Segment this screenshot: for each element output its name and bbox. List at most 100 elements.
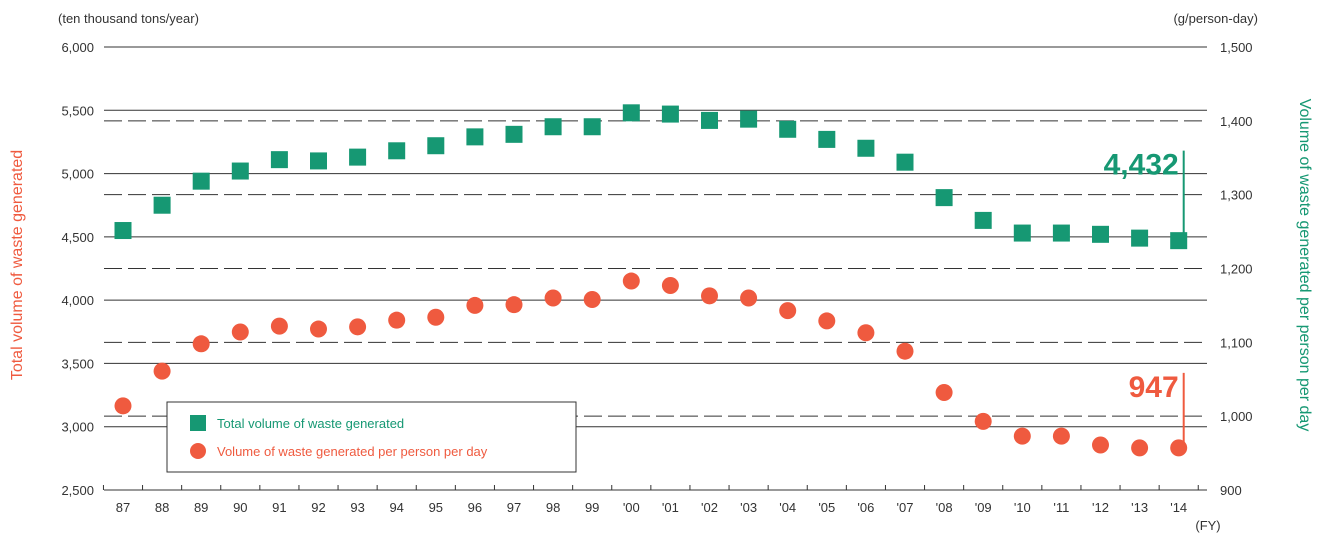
x-tick-label: 93 <box>350 500 364 515</box>
right-tick-label: 1,300 <box>1220 188 1253 203</box>
per-person-point <box>740 289 758 307</box>
legend-label-total-volume: Total volume of waste generated <box>217 416 404 431</box>
callouts: 4,432 947 <box>1104 149 1185 448</box>
per-person-point <box>192 335 210 353</box>
x-tick-label: '06 <box>857 500 874 515</box>
per-person-callout-value: 947 <box>1129 371 1179 404</box>
x-tick-label: '14 <box>1170 500 1187 515</box>
per-person-point <box>270 317 288 335</box>
total-volume-callout-value: 4,432 <box>1104 149 1179 182</box>
axes: 2,500 3,000 3,500 4,000 4,500 5,000 5,500 6,000… <box>61 40 1252 515</box>
left-tick-label: 3,000 <box>61 420 94 435</box>
grid-lines <box>104 46 1207 428</box>
per-person-point <box>622 272 640 290</box>
x-tick-label: '04 <box>779 500 796 515</box>
per-person-point <box>1013 427 1031 445</box>
x-tick-label: '00 <box>623 500 640 515</box>
total-volume-point <box>740 110 758 128</box>
left-tick-label: 5,000 <box>61 167 94 182</box>
total-volume-point <box>114 222 132 240</box>
per-person-point <box>818 312 836 330</box>
per-person-point <box>661 276 679 294</box>
total-volume-point <box>818 130 836 148</box>
total-volume-point <box>466 128 484 146</box>
per-person-point <box>388 311 406 329</box>
x-tick-label: 89 <box>194 500 208 515</box>
total-volume-point <box>896 153 914 171</box>
total-volume-point <box>857 139 875 157</box>
x-axis-unit-label: (FY) <box>1195 518 1220 533</box>
total-volume-point <box>270 151 288 169</box>
x-tick-label: 94 <box>389 500 403 515</box>
x-tick-label: '11 <box>1053 500 1069 515</box>
x-tick-label: '02 <box>701 500 718 515</box>
per-person-point <box>505 296 523 314</box>
right-tick-label: 1,500 <box>1220 40 1253 55</box>
per-person-point <box>544 289 562 307</box>
x-tick-label: '12 <box>1092 500 1109 515</box>
per-person-point <box>701 287 718 305</box>
x-tick-label: '13 <box>1131 500 1148 515</box>
legend: Total volume of waste generated Volume o… <box>166 401 577 473</box>
x-tick-label: 96 <box>468 500 482 515</box>
total-volume-point <box>1092 225 1109 243</box>
x-tick-label: 92 <box>311 500 325 515</box>
total-volume-point <box>1131 229 1149 247</box>
left-tick-label: 6,000 <box>61 40 94 55</box>
per-person-point <box>896 342 914 360</box>
legend-box <box>166 401 577 473</box>
x-tick-label: 95 <box>429 500 443 515</box>
x-tick-label: 88 <box>155 500 169 515</box>
right-tick-label: 1,100 <box>1220 335 1253 350</box>
left-tick-label: 4,500 <box>61 230 94 245</box>
right-tick-label: 900 <box>1220 483 1242 498</box>
per-person-point <box>1131 439 1149 457</box>
total-volume-point <box>622 104 640 122</box>
legend-square-marker <box>190 415 206 431</box>
per-person-point <box>583 291 601 309</box>
total-volume-point <box>192 172 210 190</box>
total-volume-point <box>427 137 445 155</box>
x-tick-label: '08 <box>936 500 953 515</box>
right-axis-title: Volume of waste generated per person per… <box>1296 99 1313 432</box>
total-volume-point <box>231 162 249 180</box>
data-series <box>114 104 1188 457</box>
x-tick-label: '07 <box>897 500 914 515</box>
x-tick-label: 98 <box>546 500 560 515</box>
per-person-point <box>935 384 953 402</box>
per-person-point <box>1052 427 1070 445</box>
total-volume-point <box>505 125 523 143</box>
per-person-point <box>153 362 171 380</box>
total-volume-point <box>935 189 953 207</box>
total-volume-point <box>701 111 718 129</box>
per-person-point <box>349 318 367 336</box>
per-person-point <box>857 324 875 342</box>
x-tick-label: 90 <box>233 500 247 515</box>
total-volume-point <box>388 142 406 160</box>
total-volume-point <box>349 148 367 166</box>
total-volume-point <box>153 196 171 214</box>
right-tick-label: 1,200 <box>1220 262 1253 277</box>
x-tick-label: '01 <box>662 500 679 515</box>
per-person-point <box>1092 436 1109 454</box>
total-volume-point <box>583 118 601 136</box>
per-person-point <box>779 302 797 320</box>
x-tick-label: 97 <box>507 500 521 515</box>
left-tick-label: 3,500 <box>61 356 94 371</box>
right-axis-unit-label: (g/person-day) <box>1173 11 1258 26</box>
x-tick-label: '03 <box>740 500 757 515</box>
x-tick-label: 91 <box>272 500 286 515</box>
left-tick-label: 4,000 <box>61 293 94 308</box>
x-tick-label: 87 <box>116 500 130 515</box>
x-tick-label: '10 <box>1014 500 1031 515</box>
total-volume-point <box>1013 224 1031 242</box>
per-person-point <box>231 323 249 341</box>
x-tick-label: 99 <box>585 500 599 515</box>
x-tick-label: '05 <box>818 500 835 515</box>
per-person-point <box>427 308 445 326</box>
left-tick-label: 2,500 <box>61 483 94 498</box>
per-person-point <box>310 320 327 338</box>
per-person-point <box>114 397 132 415</box>
right-tick-label: 1,400 <box>1220 114 1253 129</box>
